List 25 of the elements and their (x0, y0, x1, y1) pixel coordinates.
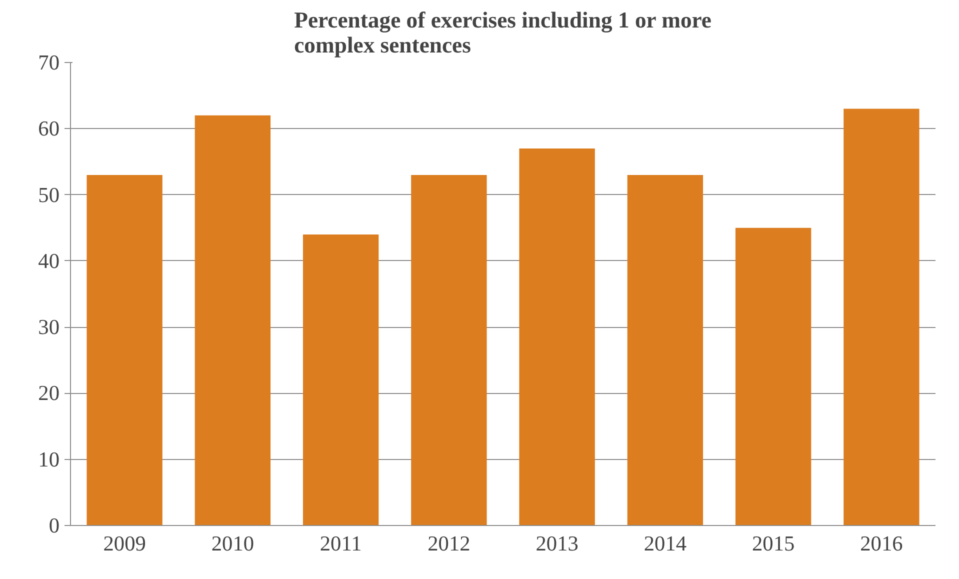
bar (627, 174, 704, 526)
bar (411, 174, 487, 526)
bar (194, 115, 271, 526)
y-tick-label: 0 (48, 514, 60, 538)
bar (844, 108, 920, 526)
x-tick-label: 2011 (320, 532, 362, 556)
y-tick-label: 10 (38, 447, 60, 472)
x-tick-label: 2012 (428, 532, 470, 556)
x-tick-label: 2016 (860, 532, 904, 556)
bar (735, 228, 812, 526)
y-tick-label: 60 (38, 116, 60, 141)
bar (519, 148, 595, 526)
bar (302, 234, 379, 526)
x-tick-label: 2015 (752, 532, 795, 556)
bar (86, 174, 162, 526)
y-tick-label: 50 (38, 182, 60, 207)
chart-title: Percentage of exercises including 1 or more complex sentences (294, 8, 712, 58)
x-tick-label: 2010 (211, 532, 254, 556)
x-tick-label: 2014 (644, 532, 687, 556)
y-tick-label: 40 (38, 248, 60, 273)
y-tick-label: 20 (38, 381, 60, 406)
y-tick-label: 30 (38, 315, 60, 340)
x-tick-label: 2013 (536, 532, 578, 556)
x-tick-label: 2009 (103, 532, 146, 556)
y-tick-label: 70 (38, 50, 60, 74)
